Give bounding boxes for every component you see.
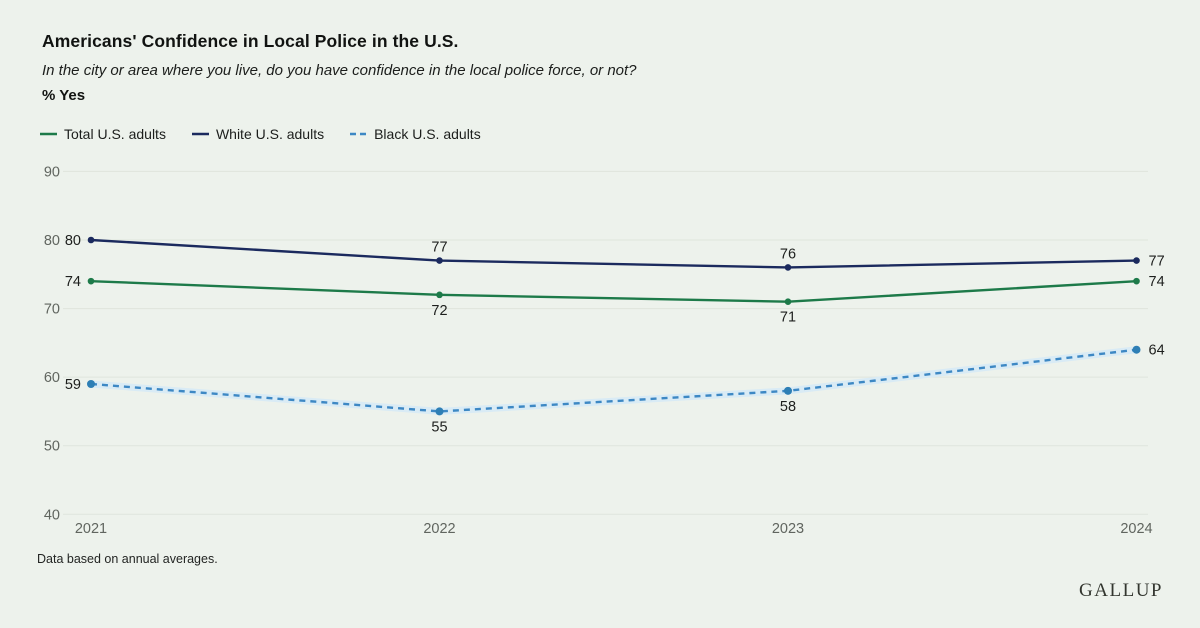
legend-label: Black U.S. adults: [374, 126, 481, 142]
data-point-white-2021: [87, 236, 95, 244]
page-title: Americans' Confidence in Local Police in…: [42, 31, 459, 51]
data-point-total-2024: [1133, 277, 1140, 285]
y-axis-tick-70: 70: [44, 302, 60, 318]
data-label-white-2024: 77: [1149, 254, 1165, 270]
legend-label: White U.S. adults: [215, 126, 325, 142]
data-label-white-2021: 80: [65, 233, 81, 249]
data-label-white-2022: 77: [431, 240, 447, 256]
chart-legend: Total U.S. adults White U.S. adults Black …: [40, 126, 481, 142]
confidence-line-chart: 90 80 70 60 50 40 2021 2022 2023 2024 74 72 71 74 80 77…: [44, 164, 1165, 537]
data-point-white-2024: [1133, 257, 1140, 264]
data-point-white-2022: [436, 257, 443, 264]
y-axis-tick-40: 40: [44, 507, 60, 523]
data-point-black-2023: [784, 386, 792, 395]
legend-label: Total U.S. adults: [64, 126, 166, 142]
green-line-swatch-icon: [40, 132, 57, 136]
data-label-black-2021: 59: [65, 377, 81, 393]
x-axis-tick-2021: 2021: [75, 521, 107, 537]
navy-line-swatch-icon: [191, 132, 209, 136]
legend-item-white: White U.S. adults: [191, 126, 325, 142]
series-line-total: [90, 279, 1137, 303]
data-label-white-2023: 76: [780, 246, 796, 262]
data-label-total-2024: 74: [1149, 274, 1165, 290]
series-line-white: [90, 238, 1137, 269]
y-axis-tick-80: 80: [44, 233, 60, 249]
y-axis-tick-50: 50: [44, 439, 60, 455]
legend-item-black: Black U.S. adults: [350, 126, 481, 142]
data-point-black-2021: [87, 379, 95, 388]
data-label-total-2023: 71: [780, 310, 796, 326]
legend-item-total: Total U.S. adults: [40, 126, 166, 142]
x-axis-tick-2024: 2024: [1120, 521, 1152, 537]
data-label-black-2022: 55: [431, 419, 447, 435]
data-point-black-2022: [435, 407, 444, 416]
data-point-total-2022: [436, 291, 443, 299]
gallup-logo: GALLUP: [1079, 580, 1163, 601]
series-line-black: [90, 348, 1137, 413]
chart-subtitle: In the city or area where you live, do y…: [42, 62, 637, 79]
metric-label: % Yes: [42, 87, 86, 104]
blue-dashed-swatch-icon: [350, 132, 368, 136]
x-axis-tick-2023: 2023: [772, 521, 804, 537]
data-point-total-2021: [87, 277, 95, 285]
y-axis-tick-90: 90: [44, 164, 60, 180]
x-axis-tick-2022: 2022: [423, 521, 455, 537]
data-point-total-2023: [784, 298, 792, 306]
data-label-black-2023: 58: [780, 399, 796, 415]
data-label-total-2021: 74: [65, 274, 81, 290]
data-label-black-2024: 64: [1149, 343, 1165, 359]
data-point-black-2024: [1132, 345, 1141, 354]
data-point-white-2023: [784, 264, 792, 271]
footnote: Data based on annual averages.: [37, 552, 218, 566]
series-halo-black: [87, 346, 1140, 415]
y-axis-tick-60: 60: [44, 370, 60, 386]
data-label-total-2022: 72: [431, 303, 447, 319]
